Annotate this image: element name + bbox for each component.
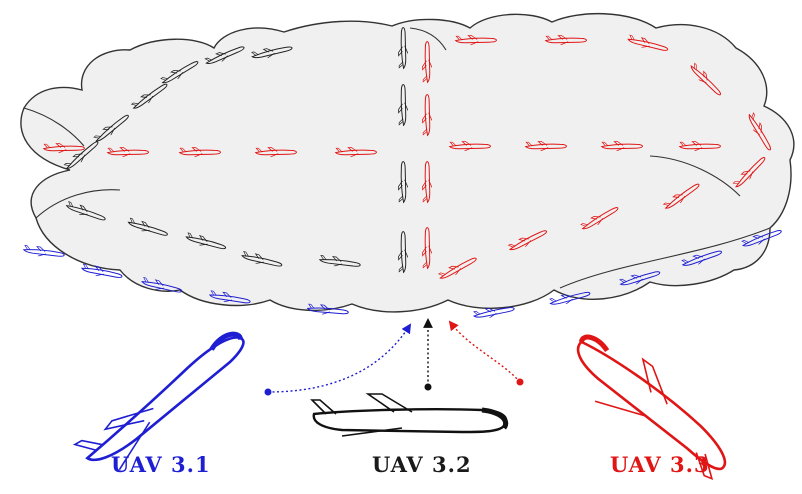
approach-arrows [264,318,524,396]
uav-3-1-start-dot [264,388,272,396]
cloud [20,12,795,313]
uav-3-2-label: UAV 3.2 [372,452,472,477]
uav-3-1-label: UAV 3.1 [111,452,211,477]
uav-3-3-start-dot [516,378,524,386]
uav-3-1-airplane-icon [72,331,245,471]
uav-3-2-airplane-icon [310,393,509,437]
uav-3-1-approach-arrow [267,323,412,393]
uav-3-3-approach-arrow [448,320,521,383]
uav-3-3-airplane-icon [576,334,727,481]
uav-3-3-label: UAV 3.3 [610,452,710,477]
uav-3-2-start-dot [424,383,432,391]
cloud-shape [20,12,795,313]
